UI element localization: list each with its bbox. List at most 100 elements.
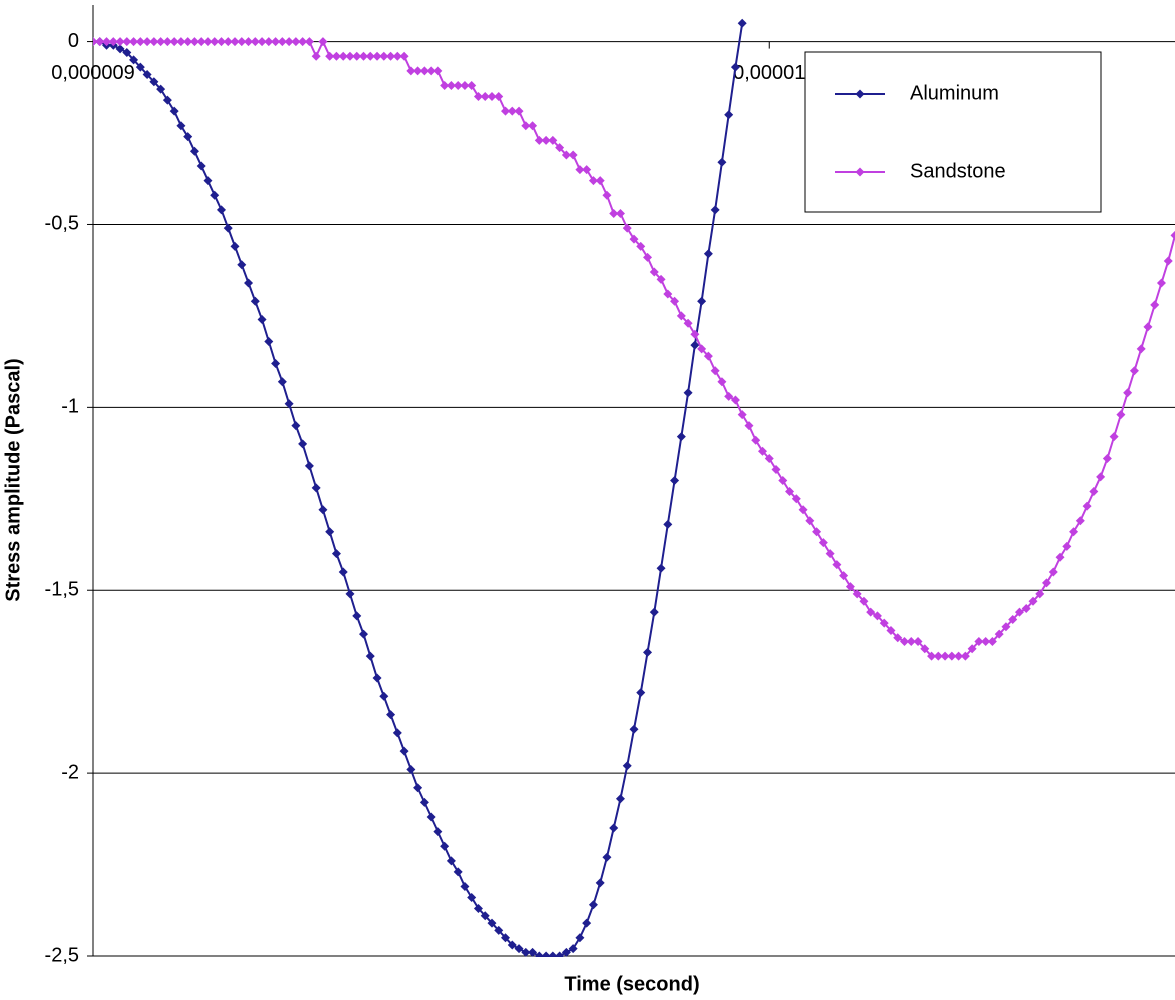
data-point: [703, 351, 713, 361]
data-point: [920, 644, 930, 654]
data-point: [419, 797, 429, 807]
data-point: [798, 505, 808, 515]
data-point: [345, 589, 355, 599]
data-point: [1008, 614, 1018, 624]
data-point: [426, 812, 436, 822]
plot-area: [93, 18, 1175, 957]
data-point: [751, 435, 761, 445]
data-point: [697, 296, 707, 306]
data-point: [108, 37, 118, 47]
y-tick-label: -2,5: [45, 944, 79, 966]
data-point: [406, 764, 416, 774]
y-tick-label: -1: [61, 396, 79, 418]
data-point: [331, 51, 341, 61]
legend-marker: [855, 167, 865, 177]
data-point: [318, 505, 328, 515]
data-point: [203, 176, 213, 186]
data-point: [548, 135, 558, 145]
x-tick-label: 0,000009: [51, 62, 134, 84]
data-point: [115, 44, 125, 54]
data-point: [386, 710, 396, 720]
data-point: [744, 421, 754, 431]
data-point: [95, 37, 105, 47]
data-point: [656, 563, 666, 573]
legend-marker: [855, 89, 865, 99]
data-point: [981, 636, 991, 646]
data-point: [487, 918, 497, 928]
data-point: [446, 856, 456, 866]
data-point: [318, 37, 328, 47]
data-point: [494, 91, 504, 101]
data-point: [149, 77, 159, 87]
data-point: [676, 311, 686, 321]
data-point: [433, 827, 443, 837]
data-point: [338, 51, 348, 61]
data-point: [717, 157, 727, 167]
data-point: [419, 66, 429, 76]
data-point: [1170, 230, 1175, 240]
data-point: [825, 549, 835, 559]
data-point: [244, 37, 254, 47]
data-point: [284, 37, 294, 47]
data-point: [1055, 552, 1065, 562]
data-point: [203, 37, 213, 47]
data-point: [257, 315, 267, 325]
data-point: [359, 629, 368, 639]
data-point: [210, 190, 220, 200]
data-point: [643, 252, 653, 262]
data-point: [392, 728, 402, 738]
data-point: [507, 940, 517, 950]
data-point: [210, 37, 220, 47]
data-point: [501, 106, 511, 116]
data-point: [413, 66, 423, 76]
data-point: [304, 461, 314, 471]
data-point: [588, 176, 598, 186]
data-point: [514, 944, 524, 954]
data-point: [548, 951, 558, 957]
data-point: [135, 62, 145, 72]
data-point: [480, 91, 490, 101]
data-point: [724, 391, 734, 401]
data-point: [541, 951, 551, 957]
data-point: [189, 37, 199, 47]
data-point: [284, 399, 294, 409]
data-point: [568, 150, 578, 160]
data-point: [582, 165, 592, 175]
data-point: [974, 636, 984, 646]
data-point: [683, 388, 693, 398]
data-point: [102, 37, 112, 47]
data-point: [690, 329, 700, 339]
data-point: [271, 358, 281, 368]
data-point: [325, 527, 335, 537]
data-point: [237, 37, 247, 47]
data-point: [467, 80, 477, 90]
data-point: [534, 135, 544, 145]
data-point: [413, 783, 423, 793]
data-point: [629, 724, 639, 734]
data-point: [480, 911, 490, 921]
data-point: [1014, 607, 1024, 617]
data-point: [1096, 472, 1106, 482]
data-point: [1069, 527, 1079, 537]
data-point: [649, 607, 659, 617]
data-point: [670, 296, 680, 306]
data-point: [352, 51, 362, 61]
data-point: [568, 944, 578, 954]
data-point: [663, 289, 673, 299]
data-point: [582, 918, 592, 928]
data-point: [311, 51, 321, 61]
data-point: [514, 106, 524, 116]
data-point: [1123, 388, 1133, 398]
data-point: [162, 37, 172, 47]
data-point: [440, 841, 450, 851]
data-point: [453, 80, 463, 90]
data-point: [839, 571, 849, 581]
data-point: [575, 165, 585, 175]
data-point: [122, 37, 132, 47]
data-point: [1082, 501, 1092, 511]
data-point: [1075, 516, 1085, 526]
data-point: [494, 925, 504, 935]
data-point: [298, 439, 308, 449]
data-point: [994, 629, 1004, 639]
